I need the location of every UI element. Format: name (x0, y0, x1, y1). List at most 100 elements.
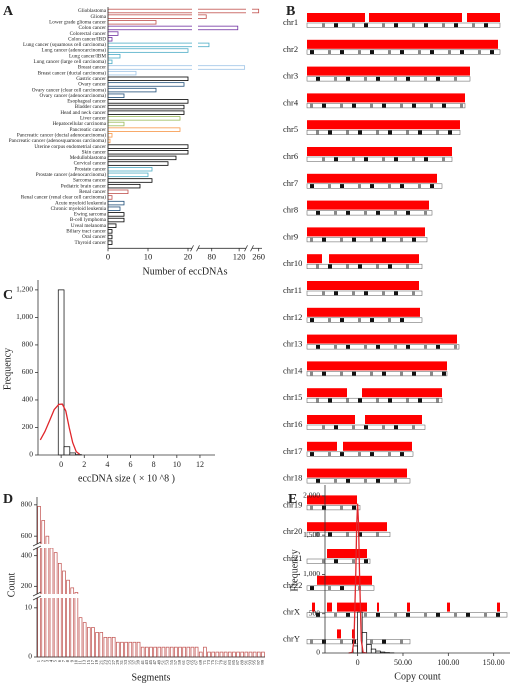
chromosome-band (394, 612, 397, 617)
chromosome-band (424, 157, 428, 162)
chromosome-band (376, 612, 380, 617)
y-tick-label: 0 (316, 648, 320, 657)
x-tick-label: 19 (94, 659, 99, 664)
x-tick-label: 53 (165, 659, 170, 664)
chromosome-band (400, 184, 404, 188)
bar (107, 240, 113, 245)
chromosome-band (400, 639, 403, 644)
bar (203, 646, 207, 658)
eccdna-region (497, 602, 500, 612)
bar (37, 506, 41, 658)
panel-label: D (3, 492, 13, 507)
bar (107, 104, 185, 110)
x-tick-label: 3 (44, 659, 49, 662)
x-tick-label: 67 (194, 659, 199, 664)
bar (107, 59, 113, 65)
category-label: Medulloblastoma (70, 155, 107, 161)
eccdna-region (307, 254, 322, 264)
x-tick-label: 83 (227, 659, 232, 664)
chromosome-band (340, 371, 343, 376)
bar (261, 651, 265, 658)
y-tick-label: 10 (25, 603, 33, 612)
category-label: Pancreatic cancer (adenosquamous carcino… (9, 137, 106, 144)
x-tick-label: 120 (233, 251, 246, 261)
category-label: Bladder cancer (75, 104, 107, 110)
bar (232, 651, 236, 658)
chromosome-band (406, 344, 410, 349)
category-label: Acute myeloid leukemia (55, 200, 107, 206)
x-tick-label: 10 (144, 251, 153, 261)
chromosome-band (316, 210, 320, 215)
chromosome-band (418, 398, 422, 403)
chromosome-band (310, 50, 314, 54)
x-tick-label: 35 (127, 659, 132, 664)
category-label: Pancreatic cancer (ductal adenocarcinoma… (17, 131, 106, 138)
bar (107, 76, 189, 81)
eccdna-region (307, 200, 429, 210)
chromosome-band (358, 50, 361, 54)
chromosome-band (466, 612, 470, 617)
category-label: Prostate cancer (74, 166, 106, 172)
chromosome (306, 371, 448, 377)
bar (107, 161, 169, 166)
x-tick-label: 23 (102, 659, 107, 664)
bar (145, 646, 149, 658)
chromosome-band (430, 184, 434, 188)
chromosome-band (442, 23, 445, 28)
x-tick-label: 71 (202, 659, 207, 664)
bar (198, 651, 203, 658)
chromosome-label: chr18 (283, 473, 302, 483)
chromosome-label: chrY (283, 633, 300, 643)
bar (87, 627, 91, 658)
chromosome-band (340, 237, 343, 242)
category-label: Lung cancer (adenocarcinoma) (41, 47, 106, 54)
eccdna-region (365, 415, 422, 424)
x-tick-label: 65 (190, 659, 195, 664)
x-axis-label: Segments (132, 672, 171, 683)
eccdna-region (307, 334, 457, 344)
bar (107, 82, 185, 87)
x-tick-label: 89 (239, 659, 244, 664)
category-label: Prostate cancer (adenocarcinoma) (36, 171, 107, 178)
chromosome-band (394, 157, 398, 162)
bar (107, 65, 246, 70)
chromosome-band (448, 130, 452, 135)
bar (49, 547, 54, 658)
bar (149, 646, 153, 658)
bar (70, 587, 75, 658)
y-tick-label: 400 (22, 395, 34, 404)
bar (169, 646, 174, 658)
bar (107, 116, 181, 121)
bar (107, 636, 112, 658)
chromosome-band (394, 425, 398, 430)
chromosome-band (442, 371, 446, 376)
axis-break (246, 7, 252, 253)
y-tick-label: 0 (29, 450, 33, 459)
bar (107, 166, 153, 172)
x-tick-label: 81 (223, 659, 228, 664)
chromosome-band (352, 157, 355, 162)
chromosome-band (322, 639, 326, 644)
chromosome-band (334, 76, 337, 81)
chromosome-band (340, 103, 343, 108)
x-tick-label: 150.00 (483, 658, 505, 667)
bar (182, 646, 186, 658)
chromosome-band (412, 237, 416, 242)
chromosome-band (424, 23, 428, 28)
chromosome-band (352, 559, 355, 564)
x-tick-label: 59 (177, 659, 182, 664)
eccdna-region (307, 361, 447, 371)
bar (116, 641, 120, 658)
x-tick-label: 21 (98, 659, 103, 664)
chromosome-band (394, 210, 397, 215)
chromosome-band (454, 612, 457, 617)
bar (74, 592, 79, 658)
chromosome-band (400, 318, 404, 322)
x-tick-label: 15 (86, 659, 91, 664)
density-curve (39, 403, 81, 455)
eccdna-region (352, 629, 355, 639)
chromosome-band (454, 76, 457, 81)
chromosome-band (418, 130, 422, 135)
x-tick-label: 55 (169, 659, 174, 664)
chromosome-band (316, 130, 319, 135)
